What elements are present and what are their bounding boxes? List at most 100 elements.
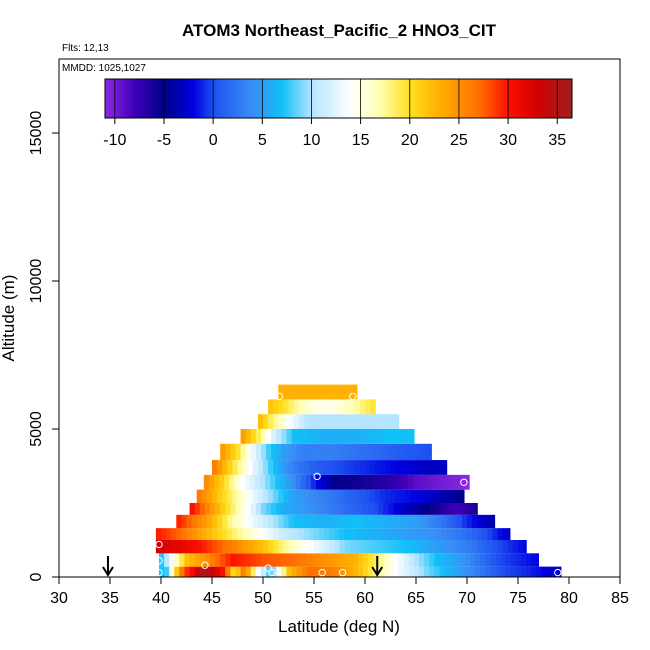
- heatmap-cell: [306, 503, 313, 515]
- heatmap-cell: [349, 514, 356, 529]
- heatmap-cell: [214, 474, 220, 490]
- heatmap-cell: [225, 443, 231, 461]
- heatmap-cell: [388, 443, 395, 461]
- heatmap-cell: [388, 553, 395, 567]
- heatmap-cell: [461, 489, 465, 503]
- heatmap-cell: [298, 540, 305, 554]
- heatmap-cell: [477, 528, 483, 540]
- heatmap-cell: [398, 443, 405, 461]
- heatmap-cell: [232, 540, 239, 554]
- heatmap-cell: [301, 553, 308, 567]
- heatmap-cell: [351, 474, 358, 490]
- heatmap-cell: [206, 540, 213, 554]
- heatmap-cell: [536, 553, 539, 567]
- heatmap-cell: [347, 566, 354, 577]
- heatmap-cell: [361, 474, 368, 490]
- x-axis: 30 35 40 45 50 55 60 65 70 75 80 85: [50, 577, 629, 607]
- heatmap-cell: [332, 429, 339, 444]
- heatmap-cell: [354, 540, 361, 554]
- heatmap-cell: [204, 553, 211, 567]
- heatmap-cell: [174, 553, 180, 567]
- heatmap-cell: [334, 540, 341, 554]
- heatmap-cell: [421, 514, 427, 529]
- heatmap-cell: [327, 553, 333, 567]
- heatmap-cell: [344, 489, 351, 503]
- heatmap-cell: [219, 474, 225, 490]
- heatmap-cell: [370, 528, 376, 540]
- heatmap-cell: [212, 489, 218, 503]
- heatmap-cell: [298, 489, 305, 503]
- heatmap-cell: [421, 528, 427, 540]
- heatmap-cell: [359, 514, 366, 529]
- heatmap-cell: [373, 553, 379, 567]
- heatmap-cell: [321, 474, 327, 490]
- heatmap-cell: [441, 489, 448, 503]
- heatmap-cell: [230, 566, 237, 577]
- heatmap-cell: [429, 443, 432, 461]
- heatmap-cell: [385, 460, 392, 475]
- y-tick-label: 5000: [28, 411, 45, 447]
- heatmap-cell: [298, 414, 305, 429]
- heatmap-cell: [191, 528, 198, 540]
- heatmap-cell: [199, 503, 206, 515]
- heatmap-cell: [186, 514, 193, 529]
- heatmap-cell: [203, 474, 210, 490]
- heatmap-cell: [472, 514, 478, 529]
- mmdd-label: MMDD: 1025,1027: [62, 63, 146, 74]
- heatmap-cell: [217, 489, 223, 503]
- heatmap-cell: [319, 399, 325, 415]
- heatmap-cell: [403, 429, 410, 444]
- heatmap-cell: [383, 503, 390, 515]
- heatmap-cell: [301, 443, 308, 461]
- heatmap-cell: [300, 474, 307, 490]
- heatmap-cell: [475, 503, 478, 515]
- heatmap-cell: [209, 566, 216, 577]
- heatmap-cell: [252, 528, 259, 540]
- heatmap-cell: [257, 514, 264, 529]
- heatmap-cell: [482, 514, 488, 529]
- flights-label: Flts: 12,13: [62, 43, 109, 54]
- heatmap-cell: [306, 553, 313, 567]
- heatmap-cell: [247, 540, 254, 554]
- heatmap-cell: [278, 399, 284, 415]
- heatmap-cell: [283, 514, 290, 529]
- heatmap-cell: [375, 540, 381, 554]
- heatmap-cell: [230, 443, 237, 461]
- heatmap-cell: [166, 528, 172, 540]
- heatmap-cell: [403, 566, 410, 577]
- heatmap-cell: [250, 553, 257, 567]
- y-axis: 0 5000 10000 15000: [28, 111, 59, 581]
- heatmap-cell: [461, 540, 468, 554]
- x-tick-label: 65: [407, 590, 425, 607]
- heatmap-cell: [359, 528, 366, 540]
- heatmap-cell: [311, 566, 318, 577]
- heatmap-cell: [303, 460, 310, 475]
- heatmap-cell: [212, 528, 218, 540]
- heatmap-cell: [324, 528, 330, 540]
- observation-point: [201, 561, 209, 569]
- heatmap-cell: [344, 514, 351, 529]
- heatmap-cell: [324, 384, 330, 400]
- heatmap-cell: [271, 553, 277, 567]
- heatmap-cell: [375, 528, 381, 540]
- heatmap-cell: [339, 514, 346, 529]
- heatmap-cell: [410, 489, 417, 503]
- heatmap-cell: [362, 553, 369, 567]
- observation-point: [155, 540, 163, 549]
- heatmap-cell: [500, 553, 507, 567]
- heatmap-cell: [201, 489, 208, 503]
- heatmap-cell: [461, 528, 468, 540]
- heatmap-cell: [459, 503, 466, 515]
- heatmap-cell: [212, 540, 218, 554]
- y-tick-label: 15000: [28, 111, 45, 156]
- heatmap-cell: [492, 528, 499, 540]
- heatmap-cell: [199, 553, 206, 567]
- heatmap-cell: [387, 474, 394, 490]
- heatmap-cell: [370, 540, 376, 554]
- heatmap-cell: [208, 474, 215, 490]
- x-tick-label: 45: [203, 590, 221, 607]
- heatmap-cell: [518, 540, 524, 554]
- heatmap-cell: [255, 443, 262, 461]
- heatmap-cell: [286, 566, 293, 577]
- heatmap-cell: [407, 474, 414, 490]
